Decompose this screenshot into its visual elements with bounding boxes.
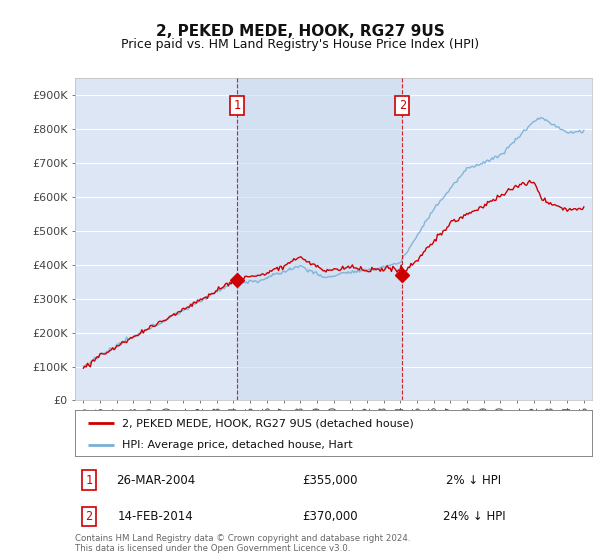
Text: Price paid vs. HM Land Registry's House Price Index (HPI): Price paid vs. HM Land Registry's House … (121, 38, 479, 52)
Text: 2, PEKED MEDE, HOOK, RG27 9US: 2, PEKED MEDE, HOOK, RG27 9US (155, 24, 445, 39)
Text: 2: 2 (399, 99, 406, 112)
Text: £370,000: £370,000 (302, 510, 358, 523)
Text: £355,000: £355,000 (302, 474, 358, 487)
Text: 1: 1 (85, 474, 92, 487)
Text: 26-MAR-2004: 26-MAR-2004 (116, 474, 196, 487)
Text: Contains HM Land Registry data © Crown copyright and database right 2024.
This d: Contains HM Land Registry data © Crown c… (75, 534, 410, 553)
Text: 14-FEB-2014: 14-FEB-2014 (118, 510, 194, 523)
Text: 1: 1 (234, 99, 241, 112)
Text: 24% ↓ HPI: 24% ↓ HPI (443, 510, 505, 523)
Text: 2: 2 (85, 510, 92, 523)
Text: HPI: Average price, detached house, Hart: HPI: Average price, detached house, Hart (122, 440, 352, 450)
Bar (238, 78, 403, 400)
Text: 2% ↓ HPI: 2% ↓ HPI (446, 474, 502, 487)
Text: 2, PEKED MEDE, HOOK, RG27 9US (detached house): 2, PEKED MEDE, HOOK, RG27 9US (detached … (122, 418, 413, 428)
